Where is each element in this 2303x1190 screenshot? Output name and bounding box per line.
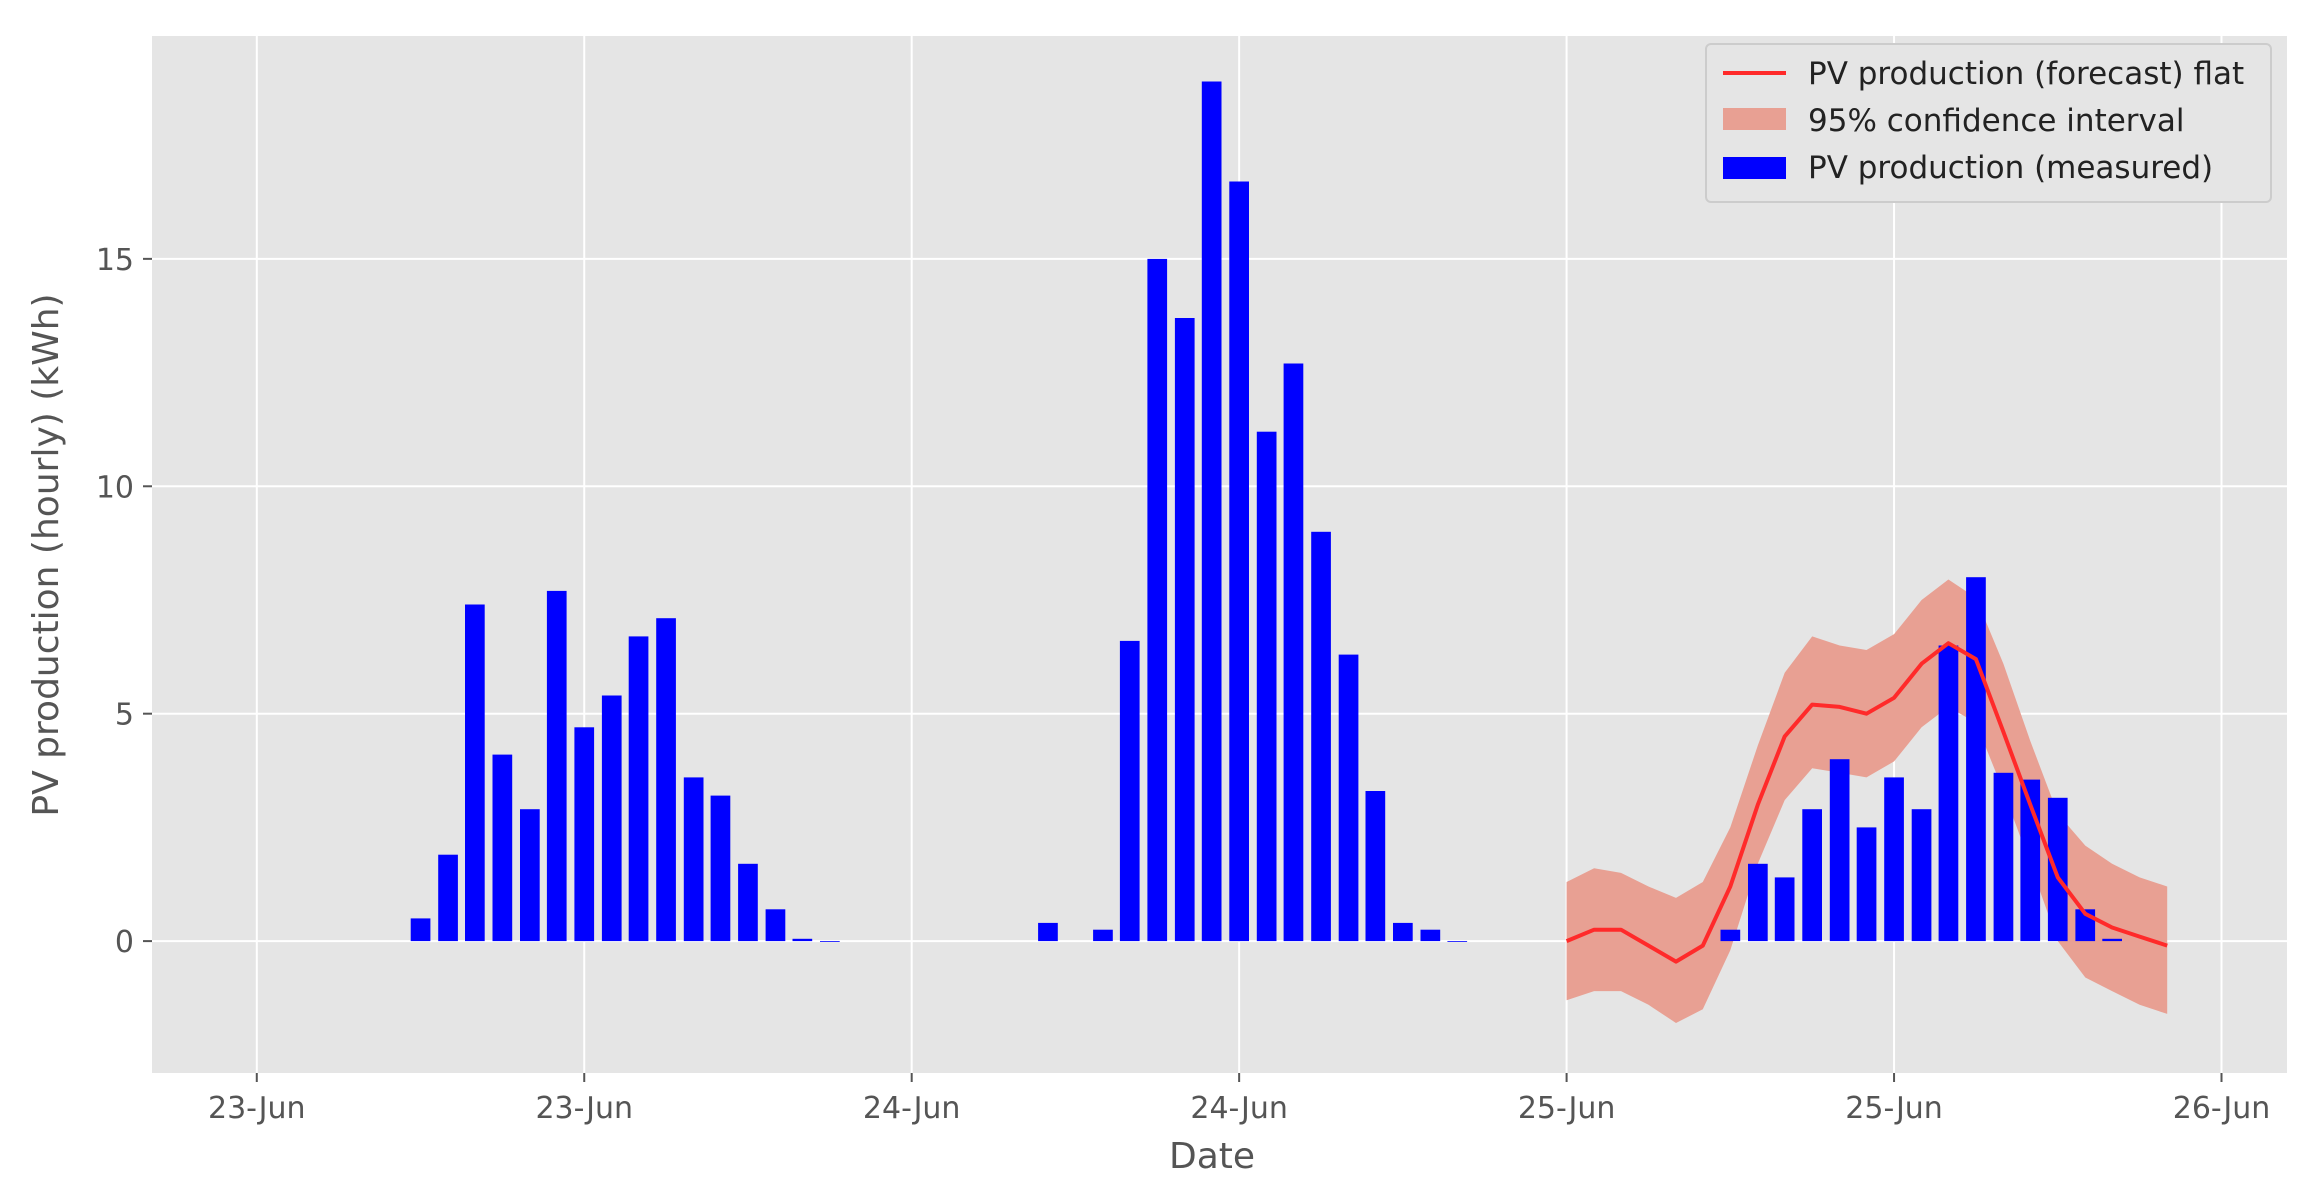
measured-bar [656, 618, 676, 942]
measured-bar [520, 809, 540, 942]
axis-ticks: 0 5 10 15 23-Jun 23-Jun 24-Jun 24-Jun 25-Jun 25-J… [96, 243, 2270, 1126]
measured-bar [1856, 827, 1877, 942]
measured-bar [710, 795, 731, 942]
measured-bar [1229, 181, 1249, 942]
legend-measured-swatch [1723, 157, 1786, 179]
measured-bar [574, 727, 595, 942]
measured-bar [1911, 809, 1932, 942]
legend-box [1705, 43, 2272, 203]
measured-bar [1420, 929, 1441, 942]
measured-bar [410, 918, 431, 942]
x-tick-label: 25-Jun [1518, 1091, 1616, 1126]
measured-bar [1119, 640, 1140, 942]
measured-bar [683, 777, 704, 942]
measured-bar [1966, 577, 1986, 942]
measured-bar [1093, 929, 1113, 942]
measured-bar [2047, 797, 2068, 942]
measured-bar [1720, 929, 1741, 942]
forecast-polyline [1565, 641, 2168, 964]
legend-interval-swatch [1723, 108, 1786, 130]
legend-forecast-label: PV production (forecast) flat [1808, 56, 2244, 92]
measured-bar [1748, 863, 1768, 942]
x-axis-label: Date [1169, 1136, 1255, 1177]
legend-interval-label: 95% confidence interval [1808, 103, 2185, 139]
measured-bar [601, 695, 622, 942]
measured-bar [1774, 877, 1795, 942]
measured-bar [1256, 431, 1277, 942]
measured-bar [1365, 791, 1386, 942]
x-tick-label: 23-Jun [535, 1091, 633, 1126]
y-tick-label: 15 [96, 243, 134, 278]
y-tick-label: 10 [96, 470, 134, 505]
measured-bars [410, 81, 2122, 942]
measured-bar [1147, 258, 1168, 942]
x-tick-label: 23-Jun [208, 1091, 306, 1126]
measured-bar [1447, 941, 1468, 942]
measured-bar [628, 636, 649, 942]
x-tick-label: 25-Jun [1845, 1091, 1943, 1126]
y-axis-label: PV production (hourly) (kWh) [26, 293, 67, 816]
measured-bar [1201, 81, 1222, 942]
y-tick-label: 5 [115, 698, 134, 733]
y-tick-label: 0 [115, 925, 134, 960]
legend: PV production (forecast) flat 95% confid… [1705, 43, 2272, 203]
measured-bar [1938, 645, 1959, 942]
x-tick-label: 24-Jun [1190, 1091, 1288, 1126]
measured-bar [1338, 654, 1359, 942]
measured-bar [1174, 318, 1195, 942]
measured-bar [1038, 922, 1058, 942]
x-tick-label: 26-Jun [2173, 1091, 2271, 1126]
measured-bar [1311, 531, 1331, 942]
measured-bar [1283, 363, 1304, 942]
measured-bar [765, 909, 786, 942]
legend-measured-label: PV production (measured) [1808, 150, 2213, 186]
measured-bar [492, 754, 513, 942]
measured-bar [1884, 777, 1904, 942]
measured-bar [792, 938, 813, 942]
x-tick-label: 24-Jun [863, 1091, 961, 1126]
forecast-line [1565, 641, 2168, 964]
measured-bar [1802, 809, 1822, 942]
measured-bar [820, 941, 840, 942]
measured-bar [1393, 922, 1413, 942]
measured-bar [738, 863, 758, 942]
measured-bar [438, 854, 458, 942]
measured-bar [465, 604, 485, 942]
measured-bar [2102, 938, 2122, 942]
measured-bar [546, 590, 567, 942]
measured-bar [1829, 759, 1850, 942]
measured-bar [1993, 772, 2014, 942]
